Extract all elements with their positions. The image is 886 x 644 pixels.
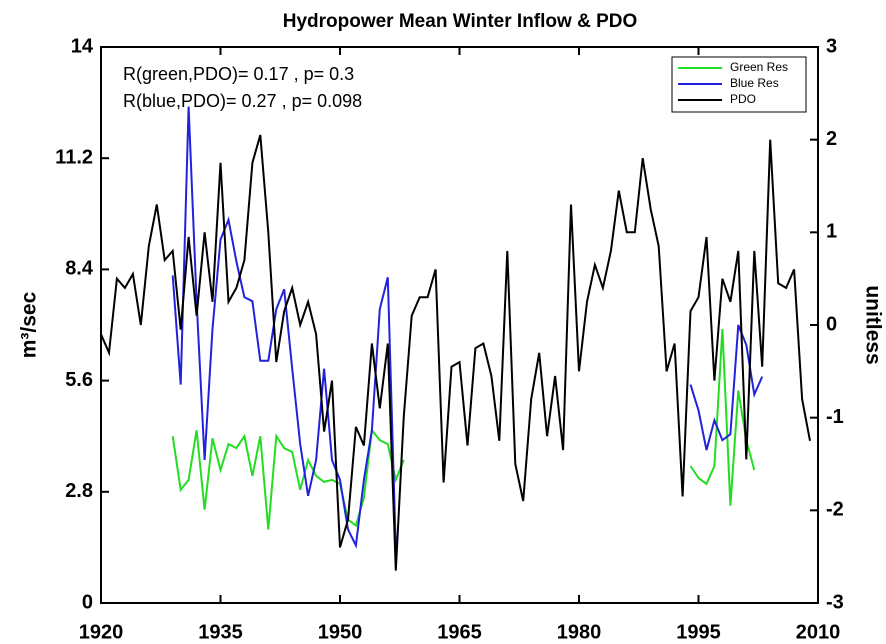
y-axis-label: m³/sec [18, 291, 41, 358]
x-tick-label: 1920 [79, 621, 124, 643]
legend-label: Blue Res [730, 76, 779, 90]
series-line [100, 134, 811, 571]
x-tick-label: 1995 [676, 621, 721, 643]
y2-tick-label: 1 [826, 221, 837, 243]
annotation: R(green,PDO)= 0.17 , p= 0.3 [123, 64, 354, 84]
y2-tick-label: 2 [826, 128, 837, 150]
y2-axis-label: unitless [861, 285, 884, 364]
y2-tick-label: -1 [826, 406, 844, 428]
y-tick-label: 2.8 [65, 480, 93, 502]
x-tick-label: 1965 [437, 621, 482, 643]
x-tick-label: 1980 [557, 621, 602, 643]
chart-title: Hydropower Mean Winter Inflow & PDO [283, 11, 638, 32]
x-tick-label: 1950 [318, 621, 363, 643]
annotation: R(blue,PDO)= 0.27 , p= 0.098 [123, 91, 362, 111]
y-tick-label: 11.2 [55, 146, 93, 168]
y-tick-label: 5.6 [65, 369, 93, 391]
y2-tick-label: 3 [826, 35, 837, 57]
y-tick-label: 14 [71, 35, 94, 57]
y2-tick-label: -2 [826, 499, 844, 521]
plot-frame [100, 46, 819, 604]
series-line [171, 328, 756, 530]
y2-tick-label: -3 [826, 591, 844, 613]
legend-label: Green Res [730, 60, 788, 74]
legend-label: PDO [730, 92, 756, 106]
x-tick-label: 1935 [198, 621, 243, 643]
y-tick-label: 8.4 [65, 258, 94, 280]
y-tick-label: 0 [82, 591, 93, 613]
x-tick-label: 2010 [796, 621, 841, 643]
y2-tick-label: 0 [826, 313, 837, 335]
